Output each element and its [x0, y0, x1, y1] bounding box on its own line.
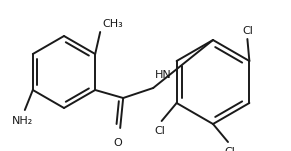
Text: HN: HN — [155, 70, 172, 80]
Text: Cl: Cl — [154, 126, 165, 136]
Text: Cl: Cl — [225, 147, 235, 151]
Text: CH₃: CH₃ — [102, 19, 123, 29]
Text: NH₂: NH₂ — [12, 116, 33, 126]
Text: O: O — [114, 138, 123, 148]
Text: Cl: Cl — [242, 26, 253, 36]
